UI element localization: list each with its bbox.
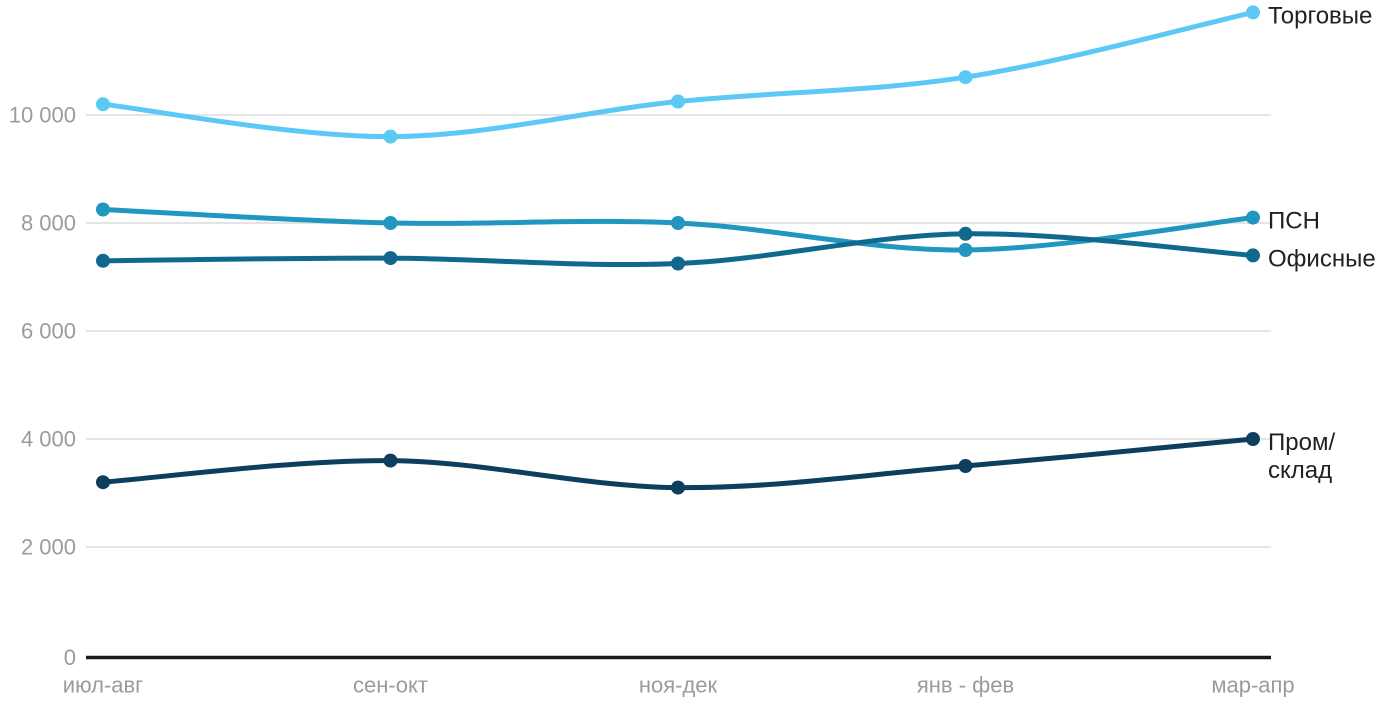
data-point-office-2[interactable]	[671, 256, 685, 271]
series-line-retail	[100, 9, 1256, 140]
x-tick-label: янв - фев	[917, 673, 1014, 698]
data-point-retail-0[interactable]	[96, 97, 110, 112]
series-label-psn: ПСН	[1268, 207, 1320, 234]
data-point-psn-0[interactable]	[96, 202, 110, 217]
series-line-industrial-warehouse	[100, 436, 1256, 491]
data-point-psn-4[interactable]	[1246, 210, 1260, 225]
y-gridlines	[86, 114, 1271, 548]
series-label-office: Офисные	[1268, 245, 1376, 272]
series-psn: ПСН	[96, 202, 1320, 257]
series-label-retail: Торговые	[1268, 2, 1372, 29]
data-point-industrial-warehouse-0[interactable]	[96, 475, 110, 490]
y-tick-label: 0	[64, 645, 76, 670]
x-tick-label: июл-авг	[63, 673, 143, 698]
data-point-office-3[interactable]	[958, 226, 973, 241]
data-point-industrial-warehouse-1[interactable]	[383, 453, 398, 468]
series-office: Офисные	[96, 226, 1376, 272]
data-point-industrial-warehouse-4[interactable]	[1246, 432, 1260, 446]
y-tick-label: 2 000	[21, 535, 76, 560]
x-tick-label: мар-апр	[1211, 673, 1294, 698]
x-tick-label: ноя-дек	[639, 673, 718, 698]
series-label-industrial-warehouse: Пром/склад	[1268, 429, 1335, 484]
data-point-retail-4[interactable]	[1246, 5, 1260, 20]
x-tick-label: сен-окт	[353, 673, 428, 698]
y-tick-label: 10 000	[9, 103, 76, 128]
data-point-retail-2[interactable]	[671, 94, 685, 109]
y-tick-label: 8 000	[21, 211, 76, 236]
data-point-psn-1[interactable]	[383, 216, 398, 230]
series-industrial-warehouse: Пром/склад	[96, 429, 1335, 495]
y-tick-label: 4 000	[21, 427, 76, 452]
data-point-industrial-warehouse-3[interactable]	[958, 459, 973, 473]
data-point-industrial-warehouse-2[interactable]	[671, 480, 685, 495]
data-point-retail-3[interactable]	[958, 70, 973, 85]
data-point-psn-2[interactable]	[671, 216, 685, 230]
data-point-office-0[interactable]	[96, 253, 110, 268]
data-point-office-4[interactable]	[1246, 248, 1260, 263]
y-tick-label: 6 000	[21, 319, 76, 344]
series-retail: Торговые	[96, 2, 1372, 144]
data-point-psn-3[interactable]	[958, 243, 973, 257]
data-point-retail-1[interactable]	[383, 129, 398, 144]
x-axis-labels: июл-авг сен-окт ноя-дек янв - фев мар-апр	[63, 673, 1295, 698]
y-axis-labels: 0 2 000 4 000 6 000 8 000 10 000	[9, 103, 76, 671]
data-point-office-1[interactable]	[383, 251, 398, 266]
